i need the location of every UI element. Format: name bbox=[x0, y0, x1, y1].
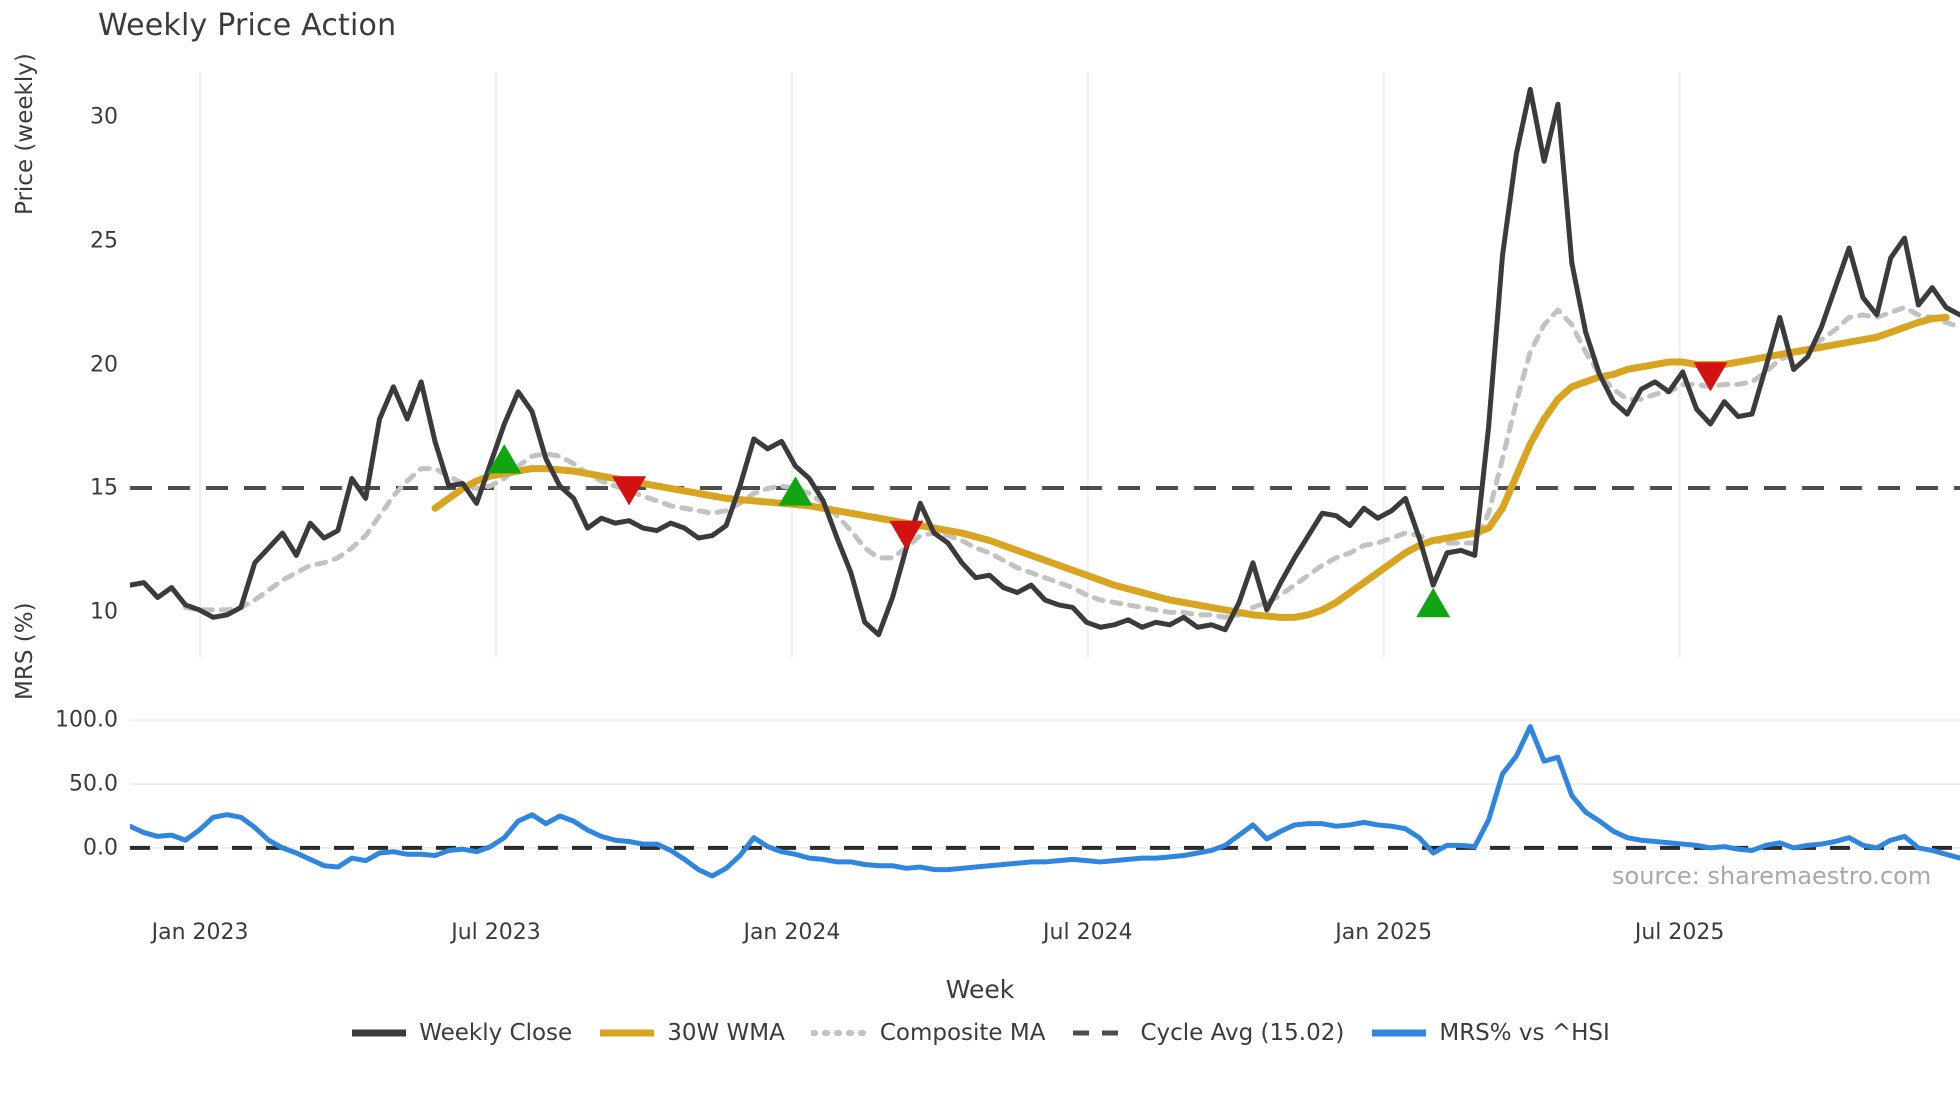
price-plot bbox=[130, 72, 1960, 657]
x-axis-tick-label: Jul 2023 bbox=[451, 920, 541, 945]
legend-label: 30W WMA bbox=[667, 1020, 785, 1046]
x-axis-tick-label: Jul 2024 bbox=[1043, 920, 1133, 945]
price-ytick-label: 30 bbox=[90, 104, 118, 130]
price-ytick-label: 20 bbox=[90, 352, 118, 377]
legend-swatch-solid bbox=[352, 1029, 407, 1037]
x-axis-tick-label: Jul 2025 bbox=[1634, 920, 1725, 945]
x-axis-ticks: Jan 2023 Jul 2023 Jan 2024 Jul 2024 Jan 2025… bbox=[130, 920, 1960, 952]
mrs-line bbox=[130, 724, 1960, 879]
mrs-ytick-label: 100.0 bbox=[55, 707, 118, 733]
legend-label: Composite MA bbox=[879, 1020, 1046, 1046]
price-ytick-label: 15 bbox=[90, 475, 118, 501]
sell-signal-marker bbox=[889, 520, 924, 551]
source-watermark: source: sharemaestro.com bbox=[1612, 862, 1932, 890]
mrs-axis-label: MRS (%) bbox=[12, 602, 38, 700]
price-axis-label: Price (weekly) bbox=[12, 53, 38, 215]
mrs-ytick-label: 0.0 bbox=[83, 835, 118, 861]
legend-item[interactable]: Cycle Avg (15.02) bbox=[1071, 1020, 1344, 1046]
x-axis-tick-label: Jan 2023 bbox=[151, 920, 249, 945]
legend-swatch-dotted bbox=[810, 1030, 869, 1036]
wma-line bbox=[431, 313, 1950, 621]
legend-label: Cycle Avg (15.02) bbox=[1140, 1020, 1345, 1046]
buy-signal-marker bbox=[778, 476, 813, 506]
price-ytick-label: 10 bbox=[90, 599, 118, 625]
legend-item[interactable]: Composite MA bbox=[810, 1020, 1046, 1046]
x-axis-label: Week bbox=[945, 975, 1015, 1004]
mrs-ytick-label: 50.0 bbox=[69, 771, 118, 797]
sell-signal-marker bbox=[1693, 362, 1728, 392]
mrs-plot bbox=[130, 719, 1960, 879]
legend-item[interactable]: MRS% vs ^HSI bbox=[1370, 1020, 1610, 1046]
buy-signal-marker bbox=[1416, 587, 1451, 618]
page-title: Weekly Price Action bbox=[98, 8, 397, 43]
legend-item[interactable]: 30W WMA bbox=[598, 1020, 785, 1046]
legend-label: MRS% vs ^HSI bbox=[1439, 1020, 1610, 1046]
buy-signal-marker bbox=[487, 444, 522, 474]
legend-item[interactable]: Weekly Close bbox=[350, 1020, 572, 1046]
x-axis-tick-label: Jan 2024 bbox=[743, 920, 841, 945]
legend-swatch-solid bbox=[1372, 1029, 1427, 1037]
legend-swatch-solid bbox=[600, 1029, 655, 1037]
weekly-close-line bbox=[130, 86, 1960, 638]
legend-label: Weekly Close bbox=[419, 1020, 573, 1046]
price-ytick-label: 25 bbox=[90, 228, 118, 254]
mrs-panel: 100.0 50.0 0.0 bbox=[55, 705, 1960, 890]
price-panel: 30 25 20 15 10 bbox=[90, 72, 1960, 657]
legend-swatch-dashed bbox=[1073, 1030, 1128, 1036]
sell-signal-marker bbox=[612, 476, 647, 506]
chart-legend: Weekly Close 30W WMA Composite MA Cycle Avg… bbox=[0, 1020, 1960, 1046]
x-axis-tick-label: Jan 2025 bbox=[1335, 920, 1433, 945]
